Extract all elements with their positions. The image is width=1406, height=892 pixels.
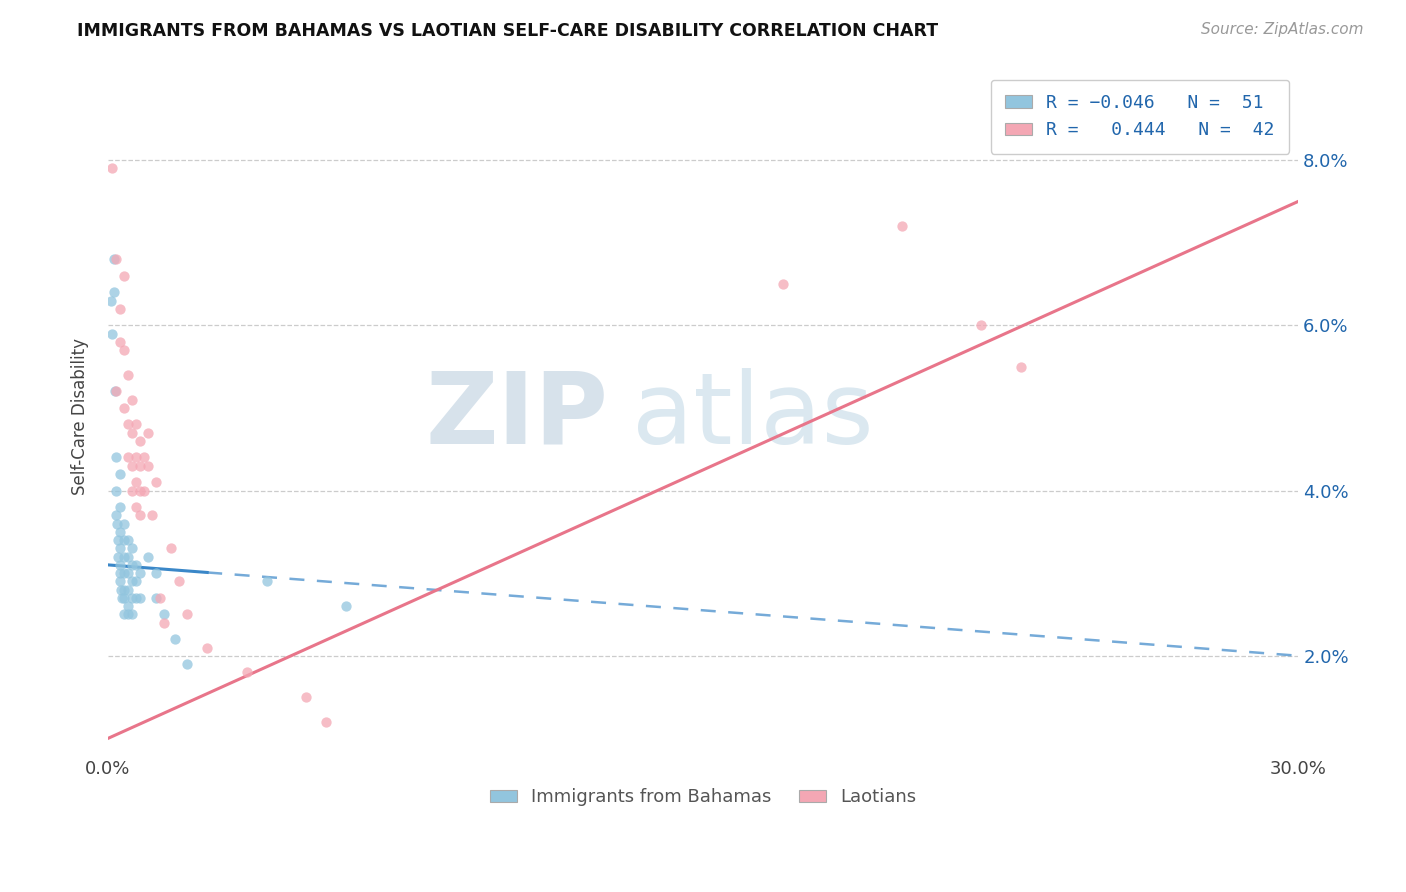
Point: [136, 425, 159, 440]
Text: ZIP: ZIP: [425, 368, 607, 465]
Point: [117, 607, 139, 622]
Text: Source: ZipAtlas.com: Source: ZipAtlas.com: [1201, 22, 1364, 37]
Point: [169, 574, 191, 589]
Point: [104, 450, 127, 465]
Point: [121, 541, 143, 556]
Point: [104, 252, 127, 267]
Point: [117, 566, 139, 581]
Point: [141, 508, 163, 523]
Point: [112, 516, 135, 531]
Point: [152, 607, 174, 622]
Point: [112, 401, 135, 415]
Point: [100, 326, 122, 341]
Point: [128, 434, 150, 448]
Point: [145, 475, 167, 490]
Point: [117, 450, 139, 465]
Point: [100, 293, 122, 308]
Point: [117, 599, 139, 614]
Point: [1010, 359, 1032, 374]
Point: [110, 582, 132, 597]
Point: [107, 533, 129, 547]
Point: [104, 483, 127, 498]
Point: [176, 657, 198, 671]
Point: [107, 549, 129, 564]
Point: [256, 574, 278, 589]
Point: [125, 417, 148, 432]
Point: [103, 285, 125, 300]
Point: [108, 467, 131, 481]
Point: [117, 582, 139, 597]
Point: [160, 541, 183, 556]
Text: IMMIGRANTS FROM BAHAMAS VS LAOTIAN SELF-CARE DISABILITY CORRELATION CHART: IMMIGRANTS FROM BAHAMAS VS LAOTIAN SELF-…: [77, 22, 938, 40]
Point: [121, 607, 143, 622]
Point: [176, 607, 198, 622]
Point: [108, 574, 131, 589]
Point: [112, 549, 135, 564]
Point: [121, 458, 143, 473]
Point: [121, 425, 143, 440]
Point: [132, 450, 155, 465]
Point: [112, 607, 135, 622]
Point: [145, 566, 167, 581]
Point: [121, 574, 143, 589]
Point: [128, 591, 150, 605]
Point: [335, 599, 357, 614]
Point: [128, 483, 150, 498]
Point: [121, 591, 143, 605]
Point: [152, 615, 174, 630]
Point: [117, 533, 139, 547]
Point: [315, 714, 337, 729]
Point: [112, 566, 135, 581]
Point: [121, 558, 143, 572]
Point: [195, 640, 218, 655]
Y-axis label: Self-Care Disability: Self-Care Disability: [72, 338, 89, 495]
Point: [121, 392, 143, 407]
Point: [108, 500, 131, 514]
Point: [104, 384, 127, 399]
Point: [103, 252, 125, 267]
Point: [117, 417, 139, 432]
Point: [105, 516, 128, 531]
Point: [108, 566, 131, 581]
Point: [117, 549, 139, 564]
Point: [772, 277, 794, 291]
Point: [112, 268, 135, 283]
Point: [136, 549, 159, 564]
Point: [108, 334, 131, 349]
Point: [125, 500, 148, 514]
Point: [136, 458, 159, 473]
Point: [108, 541, 131, 556]
Point: [125, 475, 148, 490]
Point: [112, 343, 135, 357]
Point: [128, 458, 150, 473]
Point: [165, 632, 187, 647]
Point: [128, 566, 150, 581]
Legend: Immigrants from Bahamas, Laotians: Immigrants from Bahamas, Laotians: [482, 781, 924, 814]
Point: [970, 318, 993, 333]
Point: [132, 483, 155, 498]
Point: [125, 574, 148, 589]
Point: [108, 301, 131, 316]
Point: [121, 483, 143, 498]
Point: [295, 690, 318, 704]
Point: [112, 582, 135, 597]
Text: atlas: atlas: [631, 368, 873, 465]
Point: [128, 508, 150, 523]
Point: [111, 591, 134, 605]
Point: [101, 161, 124, 176]
Point: [108, 558, 131, 572]
Point: [112, 533, 135, 547]
Point: [145, 591, 167, 605]
Point: [108, 524, 131, 539]
Point: [890, 219, 912, 234]
Point: [148, 591, 170, 605]
Point: [117, 368, 139, 382]
Point: [125, 450, 148, 465]
Point: [104, 384, 127, 399]
Point: [125, 558, 148, 572]
Point: [236, 665, 259, 680]
Point: [125, 591, 148, 605]
Point: [112, 591, 135, 605]
Point: [104, 508, 127, 523]
